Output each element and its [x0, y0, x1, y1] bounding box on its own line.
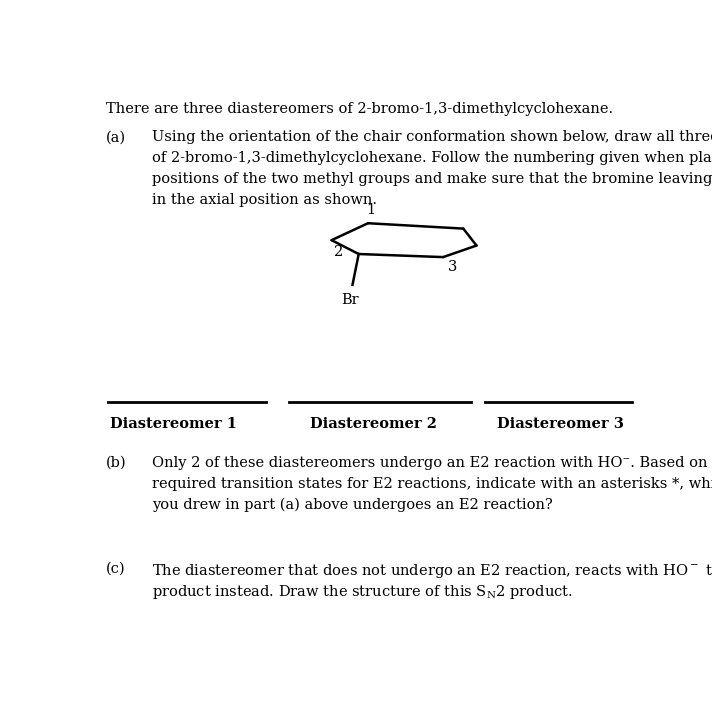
- Text: Br: Br: [341, 293, 359, 307]
- Text: 2: 2: [334, 246, 343, 259]
- Text: Diastereomer 2: Diastereomer 2: [310, 416, 437, 431]
- Text: you drew in part (a) above undergoes an E2 reaction?: you drew in part (a) above undergoes an …: [152, 498, 553, 512]
- Text: (b): (b): [105, 456, 126, 470]
- Text: There are three diastereomers of 2-bromo-1,3-dimethylcyclohexane.: There are three diastereomers of 2-bromo…: [105, 102, 613, 116]
- Text: positions of the two methyl groups and make sure that the bromine leaving group : positions of the two methyl groups and m…: [152, 172, 712, 187]
- Text: (c): (c): [105, 562, 125, 576]
- Text: Diastereomer 3: Diastereomer 3: [498, 416, 624, 431]
- Text: of 2-bromo-1,3-dimethylcyclohexane. Follow the numbering given when placing the: of 2-bromo-1,3-dimethylcyclohexane. Foll…: [152, 151, 712, 165]
- Text: The diastereomer that does not undergo an E2 reaction, reacts with HO$^-$ to for: The diastereomer that does not undergo a…: [152, 562, 712, 580]
- Text: product instead. Draw the structure of this S$_\mathregular{N}$2 product.: product instead. Draw the structure of t…: [152, 583, 573, 601]
- Text: Diastereomer 1: Diastereomer 1: [110, 416, 237, 431]
- Text: Only 2 of these diastereomers undergo an E2 reaction with HO⁻. Based on the natu: Only 2 of these diastereomers undergo an…: [152, 456, 712, 470]
- Text: Using the orientation of the chair conformation shown below, draw all three dias: Using the orientation of the chair confo…: [152, 131, 712, 144]
- Text: (a): (a): [105, 131, 126, 144]
- Text: 3: 3: [448, 260, 457, 274]
- Text: in the axial position as shown.: in the axial position as shown.: [152, 193, 377, 208]
- Text: 1: 1: [366, 202, 375, 217]
- Text: required transition states for E2 reactions, indicate with an asterisks *, which: required transition states for E2 reacti…: [152, 477, 712, 491]
